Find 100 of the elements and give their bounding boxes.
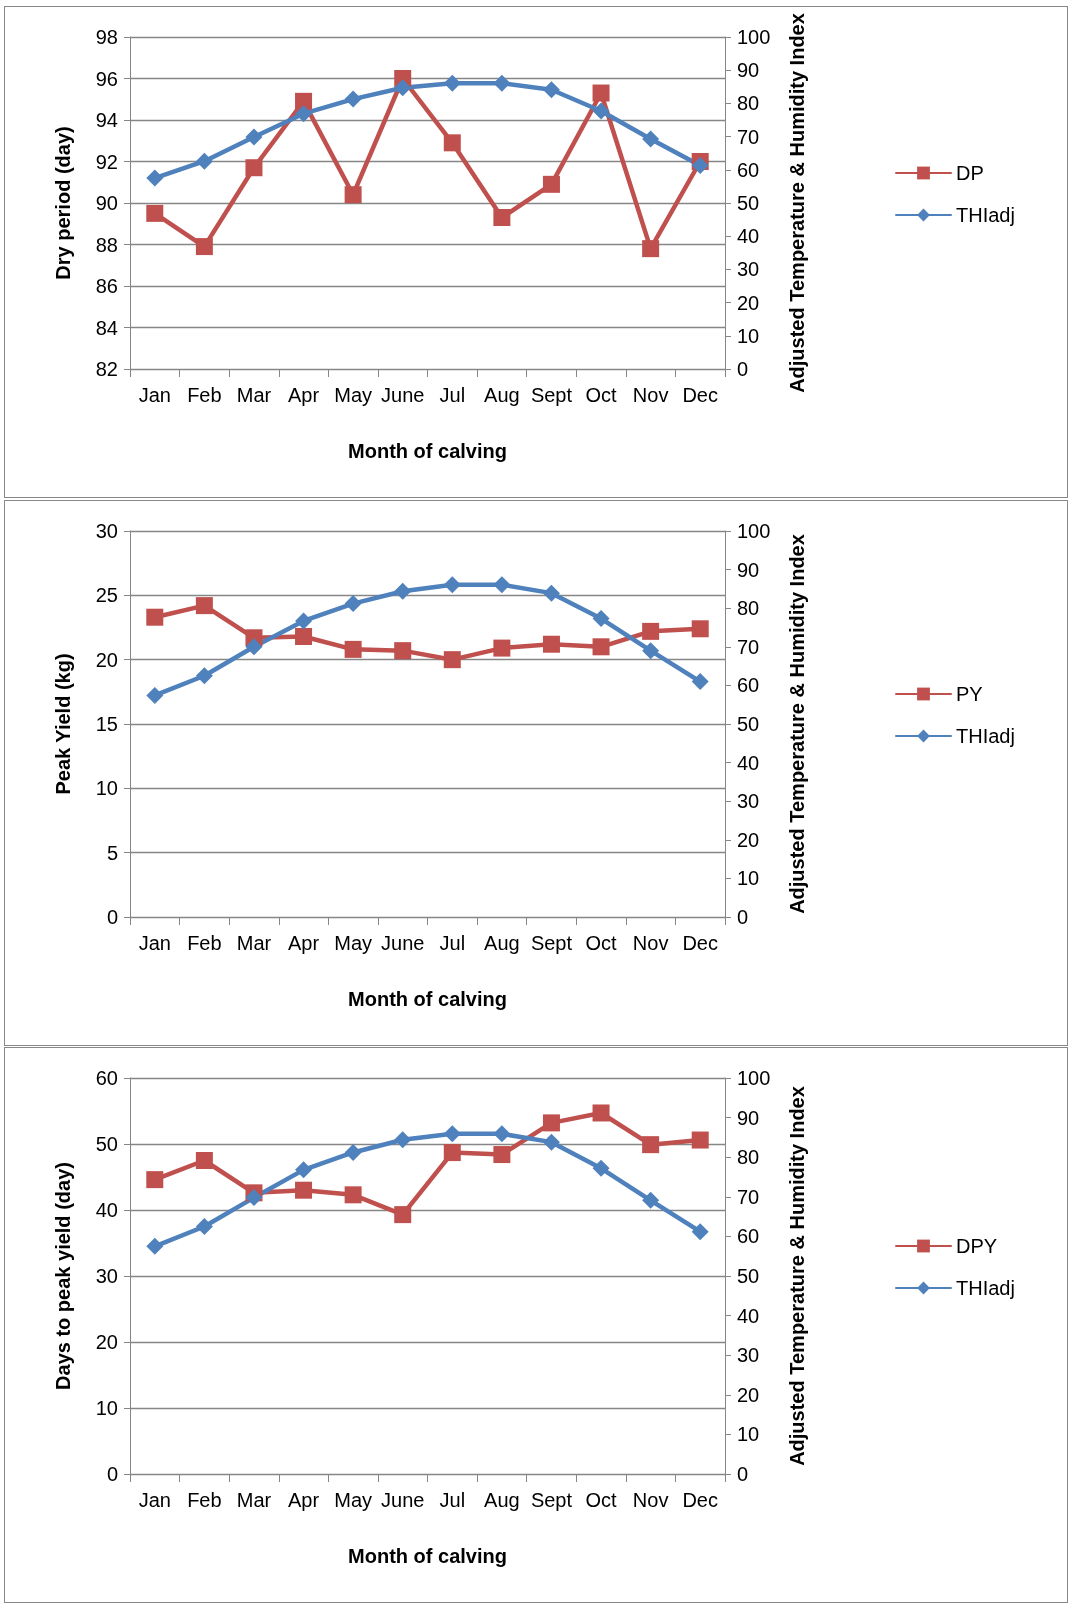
- y-tick-label: 30: [95, 520, 118, 542]
- x-tick-label: Mar: [236, 384, 272, 406]
- point: [691, 1223, 709, 1241]
- point: [443, 1144, 461, 1162]
- y-axis-title: Peak Yield (kg): [52, 653, 74, 795]
- x-tick-label: Jan: [138, 384, 171, 406]
- y-axis-title: Days to peak yield (day): [52, 1162, 74, 1390]
- y2-tick-label: 100: [737, 1067, 771, 1089]
- x-tick-label: May: [334, 384, 373, 406]
- point: [642, 130, 660, 148]
- point: [443, 1125, 461, 1143]
- point: [691, 620, 709, 638]
- x-axis-title: Month of calving: [348, 1545, 507, 1567]
- point: [443, 74, 461, 92]
- x-tick-label: June: [381, 932, 425, 954]
- y2-axis-title: Adjusted Temperature & Humidity Index: [786, 534, 808, 914]
- legend-label: THIadj: [956, 204, 1015, 226]
- x-tick-label: Nov: [632, 384, 669, 406]
- point: [146, 169, 164, 187]
- x-tick-label: Aug: [484, 1489, 520, 1511]
- x-tick-label: Jul: [439, 1489, 466, 1511]
- y2-tick-label: 20: [737, 828, 760, 851]
- x-tick-label: Aug: [484, 932, 520, 954]
- y-tick-label: 40: [95, 1199, 118, 1221]
- point: [493, 1146, 511, 1164]
- y2-tick-label: 70: [737, 635, 760, 658]
- point: [592, 610, 610, 628]
- y2-tick-label: 60: [737, 1225, 760, 1248]
- x-tick-label: Sept: [530, 932, 573, 954]
- point: [592, 84, 610, 102]
- point: [542, 635, 560, 653]
- point: [642, 1136, 660, 1154]
- point: [592, 1159, 610, 1177]
- x-tick-label: Sept: [530, 384, 573, 406]
- x-tick-label: Apr: [287, 1489, 320, 1511]
- point: [592, 638, 610, 656]
- x-tick-label: Jul: [439, 932, 466, 954]
- point: [146, 204, 164, 222]
- point: [195, 597, 213, 615]
- point: [344, 186, 362, 204]
- y2-tick-label: 60: [737, 158, 760, 181]
- y2-tick-label: 60: [737, 674, 760, 697]
- point: [195, 238, 213, 256]
- point: [245, 128, 263, 146]
- point: [642, 240, 660, 258]
- x-tick-label: May: [334, 932, 373, 954]
- point: [245, 638, 263, 656]
- y-tick-label: 20: [95, 648, 118, 671]
- x-tick-label: Oct: [585, 1489, 618, 1511]
- y2-axis-title: Adjusted Temperature & Humidity Index: [786, 1086, 808, 1466]
- y2-tick-label: 80: [737, 597, 760, 620]
- y2-tick-label: 30: [737, 1344, 760, 1367]
- x-tick-label: Jan: [138, 932, 171, 954]
- x-tick-label: Jan: [138, 1489, 171, 1511]
- point: [344, 1143, 362, 1161]
- y2-tick-label: 0: [737, 906, 749, 928]
- x-tick-label: Apr: [287, 384, 320, 406]
- y-tick-label: 86: [95, 275, 118, 297]
- point: [691, 1131, 709, 1149]
- point: [146, 1171, 164, 1189]
- x-tick-label: Apr: [287, 932, 320, 954]
- point: [195, 1152, 213, 1169]
- y-tick-label: 92: [95, 150, 118, 173]
- y-tick-label: 94: [95, 109, 118, 131]
- y-tick-label: 82: [95, 358, 118, 380]
- point: [394, 79, 412, 97]
- x-tick-label: Feb: [187, 384, 222, 406]
- y2-tick-label: 0: [737, 1463, 749, 1485]
- point: [344, 640, 362, 658]
- point: [295, 105, 313, 123]
- point: [394, 1131, 412, 1149]
- y-tick-label: 20: [95, 1331, 118, 1353]
- point: [295, 612, 313, 630]
- point: [245, 1189, 263, 1207]
- y2-tick-label: 90: [737, 1106, 760, 1129]
- point: [344, 1186, 362, 1204]
- y-tick-label: 0: [106, 906, 118, 928]
- x-tick-label: Nov: [632, 932, 669, 954]
- point: [295, 1161, 313, 1179]
- x-tick-label: June: [381, 384, 425, 406]
- y2-axis-title: Adjusted Temperature & Humidity Index: [786, 13, 808, 393]
- point: [195, 152, 213, 170]
- y2-tick-label: 10: [737, 867, 760, 890]
- y2-tick-label: 40: [737, 1304, 760, 1327]
- point: [295, 92, 313, 110]
- x-tick-label: Mar: [236, 1489, 272, 1511]
- point: [295, 628, 313, 646]
- x-tick-label: Mar: [236, 932, 272, 954]
- x-tick-label: Dec: [682, 384, 718, 406]
- legend-label: DP: [956, 162, 984, 184]
- point: [344, 90, 362, 108]
- y-tick-label: 5: [106, 841, 118, 864]
- y-axis-title: Dry period (day): [52, 126, 74, 280]
- legend-label: THIadj: [956, 725, 1015, 747]
- y2-tick-label: 10: [737, 1423, 760, 1446]
- y2-tick-label: 20: [737, 291, 760, 314]
- point: [493, 639, 511, 657]
- point: [592, 102, 610, 120]
- point: [146, 686, 164, 704]
- point: [195, 1218, 213, 1235]
